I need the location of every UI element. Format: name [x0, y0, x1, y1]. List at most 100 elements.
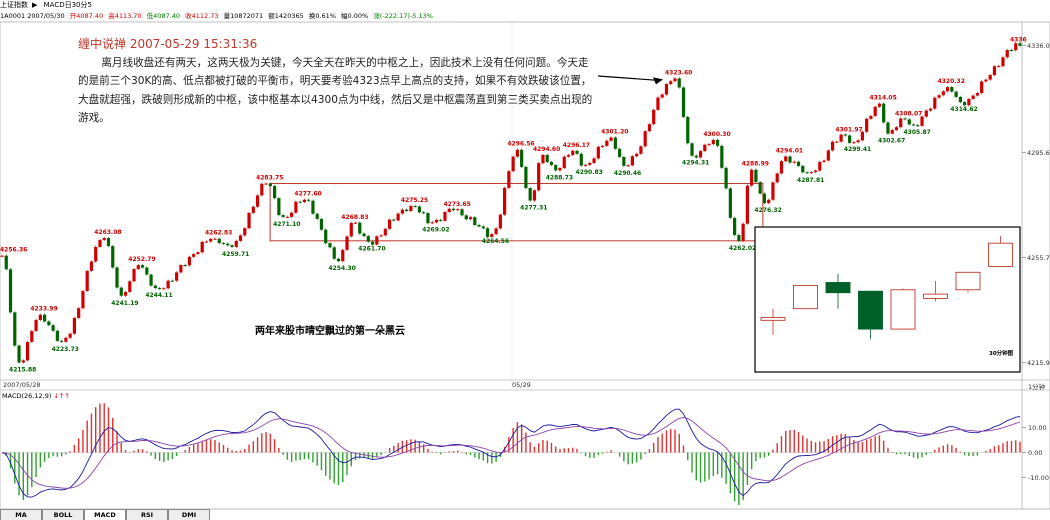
- price-bar: [869, 115, 873, 119]
- price-point-label: 4294.01: [776, 147, 803, 154]
- price-bar: [745, 185, 749, 224]
- price-bar: [686, 116, 690, 144]
- price-bar: [183, 264, 187, 266]
- price-bar: [264, 183, 268, 185]
- play-icon[interactable]: ▶: [32, 1, 38, 9]
- price-bar: [98, 239, 102, 247]
- price-bar: [226, 243, 230, 246]
- tab-ma[interactable]: MA: [0, 509, 42, 520]
- price-point-label: 4288.99: [742, 161, 769, 168]
- price-bar: [349, 222, 353, 237]
- y-tick-label: 4255.7: [1027, 254, 1050, 262]
- price-point-label: 4290.83: [576, 169, 603, 176]
- price-point-label: 4269.02: [422, 226, 449, 233]
- price-point-label: 4299.41: [844, 146, 871, 153]
- price-bar: [963, 102, 967, 106]
- price-bar: [549, 162, 554, 166]
- inset-candle-body: [988, 242, 1013, 267]
- price-bar: [34, 320, 38, 332]
- price-bar: [8, 269, 13, 313]
- quote-bar: 1A0001 2007/05/30 开4087.40 高4113.70 低408…: [0, 11, 1050, 22]
- pointer-arrow-line: [597, 75, 660, 82]
- price-bar: [656, 97, 660, 110]
- price-bar: [673, 78, 677, 82]
- price-point-label: 4262.02: [729, 245, 756, 252]
- tab-macd[interactable]: MACD: [84, 509, 126, 520]
- price-bar: [511, 156, 515, 172]
- price-bar: [647, 124, 652, 132]
- price-bar: [17, 345, 21, 363]
- price-bar: [362, 233, 366, 237]
- price-bar: [613, 137, 617, 149]
- price-bar: [192, 254, 196, 257]
- price-bar: [528, 188, 532, 201]
- price-bar: [652, 109, 656, 125]
- price-bar: [520, 149, 524, 167]
- price-bar: [315, 213, 319, 219]
- price-bar: [366, 236, 370, 242]
- macd-y-tick-label: -10.00: [1028, 474, 1049, 482]
- price-bar: [690, 143, 694, 156]
- price-point-label: 4308.07: [895, 110, 922, 117]
- price-bar: [353, 222, 358, 224]
- price-bar: [451, 208, 456, 211]
- price-bar: [175, 272, 179, 281]
- price-bar: [234, 240, 238, 247]
- price-bar: [860, 131, 865, 141]
- price-bar: [669, 81, 673, 85]
- price-point-label: 4241.19: [111, 300, 138, 307]
- price-bar: [217, 238, 221, 244]
- price-bar: [89, 261, 94, 271]
- price-bar: [762, 193, 767, 204]
- price-bar: [94, 246, 98, 262]
- price-bar: [843, 134, 847, 136]
- price-bar: [47, 321, 51, 326]
- price-bar: [1009, 50, 1014, 52]
- price-bar: [600, 145, 605, 147]
- inset-label: 30分钟图: [989, 351, 1014, 357]
- price-bar: [694, 155, 698, 158]
- price-bar: [835, 141, 839, 143]
- price-bar: [413, 205, 417, 207]
- price-bar: [443, 211, 447, 221]
- price-bar: [319, 218, 324, 230]
- price-bar: [68, 333, 72, 338]
- price-bar: [715, 139, 720, 146]
- price-bar: [643, 131, 647, 147]
- price-bar: [162, 288, 166, 290]
- price-point-label: 4259.71: [222, 251, 249, 258]
- price-bar: [967, 98, 971, 106]
- price-bar: [809, 172, 813, 174]
- price-bar: [196, 252, 200, 255]
- price-bar: [779, 161, 784, 174]
- price-bar: [997, 66, 1001, 68]
- price-bar: [140, 265, 145, 268]
- price-bar: [30, 331, 34, 342]
- price-bar: [426, 213, 430, 224]
- tab-dmi[interactable]: DMI: [168, 509, 210, 520]
- indicator-title: MACD日30分5: [43, 1, 92, 9]
- price-bar: [243, 228, 247, 236]
- tab-rsi[interactable]: RSI: [126, 509, 168, 520]
- period-label[interactable]: 1分钟: [1028, 383, 1046, 391]
- price-bar: [515, 149, 519, 157]
- price-bar: [571, 150, 575, 155]
- price-bar: [818, 161, 822, 171]
- price-bar: [434, 219, 439, 223]
- price-point-label: 4305.87: [904, 129, 931, 136]
- price-bar: [204, 241, 209, 243]
- price-bar: [51, 325, 55, 331]
- volume-value: 量10872071: [223, 12, 264, 20]
- price-bar: [149, 274, 153, 286]
- price-bar: [703, 144, 707, 152]
- zhongshu-box: [269, 183, 764, 242]
- date-left: 2007/05/28: [3, 381, 41, 389]
- price-bar: [592, 158, 596, 163]
- tab-boll[interactable]: BOLL: [42, 509, 84, 520]
- price-bar: [115, 267, 119, 288]
- price-bar: [166, 280, 170, 289]
- index-name[interactable]: 上证指数: [0, 1, 28, 9]
- price-point-label: 4261.70: [358, 246, 385, 253]
- price-bar: [464, 215, 468, 220]
